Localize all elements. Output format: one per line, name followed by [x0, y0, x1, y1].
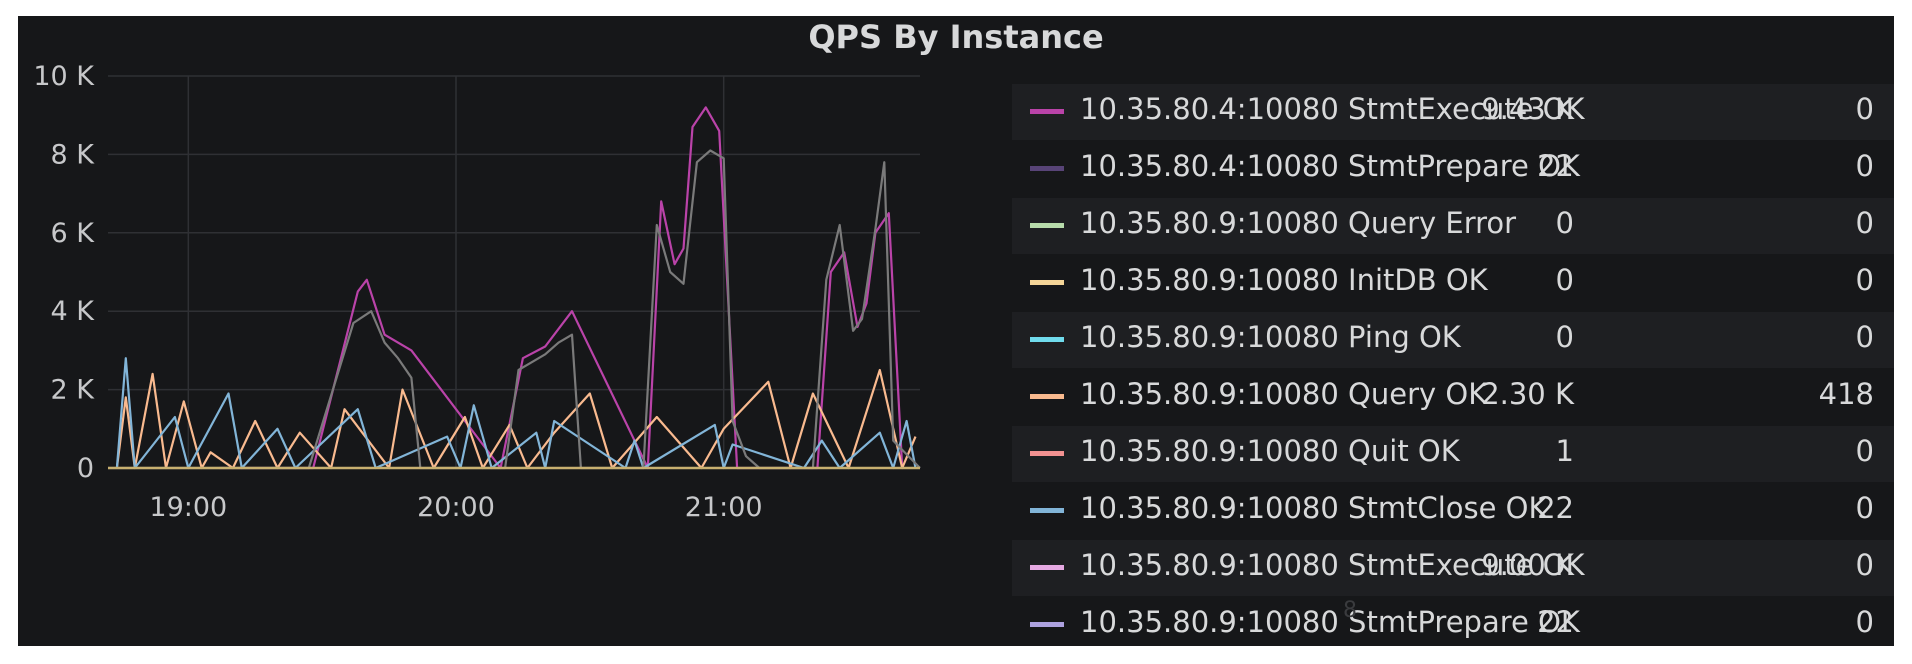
legend-second-value: 0: [1855, 320, 1874, 354]
legend-second-value: 0: [1855, 491, 1874, 525]
legend-row[interactable]: 10.35.80.9:10080 Query Error 0 0: [1012, 198, 1894, 254]
legend-swatch[interactable]: [1030, 223, 1064, 228]
legend-series-name[interactable]: 10.35.80.9:10080 Query OK: [1080, 377, 1488, 411]
legend-row[interactable]: 10.35.80.9:10080 InitDB OK 0 0: [1012, 255, 1894, 311]
legend-series-name[interactable]: 10.35.80.4:10080 StmtPrepare OK: [1080, 149, 1580, 183]
legend-second-value: 418: [1818, 377, 1874, 411]
legend-second-value: 0: [1855, 434, 1874, 468]
y-tick-label: 8 K: [51, 139, 96, 170]
legend-current-value: 2.30 K: [1481, 377, 1574, 411]
chart-series: [108, 106, 921, 470]
legend-swatch[interactable]: [1030, 565, 1064, 570]
legend-series-name[interactable]: 10.35.80.9:10080 InitDB OK: [1080, 263, 1488, 297]
legend-series-name[interactable]: 10.35.80.9:10080 StmtPrepare OK: [1080, 605, 1580, 639]
legend-swatch[interactable]: [1030, 451, 1064, 456]
legend-current-value: 9.43 K: [1481, 92, 1574, 126]
panel-title[interactable]: QPS By Instance: [808, 18, 1104, 56]
legend-row[interactable]: 10.35.80.9:10080 Ping OK 0 0: [1012, 312, 1894, 368]
legend-current-value: 1: [1555, 434, 1574, 468]
y-tick-label: 6 K: [51, 218, 96, 249]
legend-second-value: 0: [1855, 149, 1874, 183]
legend-row[interactable]: 10.35.80.9:10080 StmtPrepare OK 22 0: [1012, 597, 1894, 646]
x-tick-label: 19:00: [149, 492, 227, 523]
legend-current-value: 22: [1537, 149, 1574, 183]
y-tick-label: 0: [77, 453, 94, 484]
legend-swatch[interactable]: [1030, 622, 1064, 627]
legend-row[interactable]: 10.35.80.9:10080 Query OK 2.30 K 418: [1012, 369, 1894, 425]
legend-current-value: 0: [1555, 263, 1574, 297]
legend-swatch[interactable]: [1030, 109, 1064, 114]
legend-second-value: 0: [1855, 206, 1874, 240]
legend-second-value: 0: [1855, 92, 1874, 126]
legend-swatch[interactable]: [1030, 280, 1064, 285]
legend-row[interactable]: 10.35.80.9:10080 StmtClose OK 22 0: [1012, 483, 1894, 539]
legend-series-name[interactable]: 10.35.80.9:10080 Query Error: [1080, 206, 1517, 240]
chart-axes: 0 2 K 4 K 6 K 8 K 10 K 19:00 20:00 21:00: [33, 61, 762, 523]
legend-row[interactable]: 10.35.80.4:10080 StmtPrepare OK 22 0: [1012, 141, 1894, 197]
legend-series-name[interactable]: 10.35.80.9:10080 Quit OK: [1080, 434, 1460, 468]
legend-second-value: 0: [1855, 548, 1874, 582]
legend-series-name[interactable]: 10.35.80.9:10080 Ping OK: [1080, 320, 1461, 354]
legend-series-name[interactable]: 10.35.80.9:10080 StmtClose OK: [1080, 491, 1548, 525]
legend-second-value: 0: [1855, 605, 1874, 639]
legend-swatch[interactable]: [1030, 508, 1064, 513]
legend-current-value: 0: [1555, 320, 1574, 354]
legend-current-value: 9.00 K: [1481, 548, 1574, 582]
legend-swatch[interactable]: [1030, 166, 1064, 171]
series-line[interactable]: [115, 357, 917, 470]
legend-series-name[interactable]: 10.35.80.4:10080 StmtExecute OK: [1080, 92, 1585, 126]
legend-row[interactable]: 10.35.80.4:10080 StmtExecute OK 9.43 K 0: [1012, 84, 1894, 140]
legend-series-name[interactable]: 10.35.80.9:10080 StmtExecute OK: [1080, 548, 1585, 582]
series-line[interactable]: [219, 106, 904, 470]
legend-swatch[interactable]: [1030, 337, 1064, 342]
legend-swatch[interactable]: [1030, 394, 1064, 399]
legend-current-value: 22: [1537, 605, 1574, 639]
legend-row[interactable]: 10.35.80.9:10080 Quit OK 1 0: [1012, 426, 1894, 482]
legend-current-value: 22: [1537, 491, 1574, 525]
legend-row[interactable]: 10.35.80.9:10080 StmtExecute OK 9.00 K 0: [1012, 540, 1894, 596]
qps-line-chart: 0 2 K 4 K 6 K 8 K 10 K 19:00 20:00 21:00: [33, 61, 921, 523]
legend-second-value: 0: [1855, 263, 1874, 297]
y-tick-label: 10 K: [33, 61, 95, 92]
y-tick-label: 4 K: [51, 296, 96, 327]
series-line[interactable]: [108, 149, 921, 470]
watermark-text: 8: [1343, 598, 1357, 623]
x-tick-label: 20:00: [417, 492, 495, 523]
legend-current-value: 0: [1555, 206, 1574, 240]
qps-panel: QPS By Instance 0 2 K 4 K 6 K 8 K 10 K 19:00 20…: [18, 16, 1894, 646]
x-tick-label: 21:00: [685, 492, 763, 523]
y-tick-label: 2 K: [51, 375, 96, 406]
